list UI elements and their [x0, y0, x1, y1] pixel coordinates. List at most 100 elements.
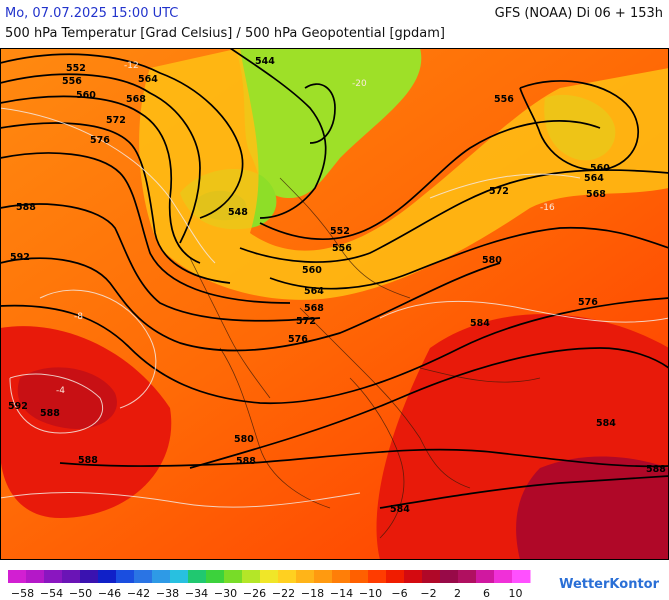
legend-swatch [314, 570, 333, 583]
cold-area-north [235, 48, 422, 198]
legend-swatch [260, 570, 279, 583]
contour-label: 560 [76, 90, 96, 101]
contour-label: 560 [590, 163, 610, 174]
legend-label: −22 [272, 587, 295, 600]
isotherm-labels: -12 -16 -20 -8 -4 [56, 61, 555, 396]
legend-swatch [98, 570, 117, 583]
isotherms [0, 107, 669, 508]
contour-label: 588 [646, 464, 666, 475]
legend-label: 6 [483, 587, 490, 600]
contour-label: 576 [90, 135, 110, 146]
legend-swatch [440, 570, 459, 583]
legend-label: −38 [156, 587, 179, 600]
contour-label: 584 [390, 504, 410, 515]
legend-swatch [134, 570, 153, 583]
legend-label: −30 [214, 587, 237, 600]
contour-label: 564 [138, 74, 158, 85]
contour-label: 588 [78, 455, 98, 466]
contour-label: 588 [16, 202, 36, 213]
legend-label: −50 [69, 587, 92, 600]
legend-label: −26 [243, 587, 266, 600]
forecast-datetime: Mo, 07.07.2025 15:00 UTC [5, 6, 179, 21]
isotherm-label: -16 [540, 203, 555, 213]
legend-swatch [512, 570, 531, 583]
legend-swatch [368, 570, 387, 583]
legend-swatch [296, 570, 315, 583]
legend-label: −2 [420, 587, 436, 600]
legend-label: −10 [359, 587, 382, 600]
legend-swatch [8, 570, 27, 583]
legend-swatch [62, 570, 81, 583]
contour-label: 572 [489, 186, 509, 197]
legend-swatch [170, 570, 189, 583]
contour-label: 584 [470, 318, 490, 329]
contour-label: 568 [126, 94, 146, 105]
color-legend: −58 −54 −50 −46 −42 −38 −34 −30 −26 −22 −18 −14 −10−… [8, 570, 531, 600]
isotherm-label: -8 [74, 312, 83, 322]
contour-label: 560 [302, 265, 322, 276]
legend-swatch [350, 570, 369, 583]
contour-label: 592 [8, 401, 28, 412]
legend-label: −54 [40, 587, 63, 600]
isotherm-label: -20 [352, 79, 367, 89]
legend-swatch [206, 570, 225, 583]
contour-labels: 552 556 560 564 568 572 576 588 592 544 … [8, 56, 666, 515]
header: Mo, 07.07.2025 15:00 UTC GFS (NOAA) Di 0… [0, 0, 669, 46]
legend-swatch [224, 570, 243, 583]
gold-area [139, 48, 669, 300]
contour-label: 576 [578, 297, 598, 308]
contour-label: 588 [40, 408, 60, 419]
legend-swatch [80, 570, 99, 583]
contour-label: 584 [596, 418, 616, 429]
contour-label: 552 [330, 226, 350, 237]
legend-swatches [8, 570, 531, 583]
isotherm-label: -12 [124, 61, 139, 71]
contour-label: 548 [228, 207, 248, 218]
contour-label: 572 [106, 115, 126, 126]
legend-label: −18 [301, 587, 324, 600]
legend-label: −58 [11, 587, 34, 600]
contour-label: 580 [482, 255, 502, 266]
legend-label: 10 [509, 587, 523, 600]
contour-label: 592 [10, 252, 30, 263]
legend-label: −34 [185, 587, 208, 600]
legend-label: −14 [330, 587, 353, 600]
legend-swatch [26, 570, 45, 583]
legend-swatch [386, 570, 405, 583]
contour-label: 556 [62, 76, 82, 87]
contour-label: 588 [236, 456, 256, 467]
legend-swatch [458, 570, 477, 583]
legend-swatch [242, 570, 261, 583]
contour-label: 556 [494, 94, 514, 105]
legend-swatch [116, 570, 135, 583]
legend-swatch [422, 570, 441, 583]
model-run: GFS (NOAA) Di 06 + 153h [494, 6, 663, 21]
contour-label: 564 [584, 173, 604, 184]
map-subtitle: 500 hPa Temperatur [Grad Celsius] / 500 … [5, 26, 446, 41]
contour-label: 564 [304, 286, 324, 297]
contour-label: 544 [255, 56, 275, 67]
geopotential-isolines [0, 48, 669, 509]
legend-swatch [404, 570, 423, 583]
legend-swatch [278, 570, 297, 583]
legend-labels: −58 −54 −50 −46 −42 −38 −34 −30 −26 −22 −18 −14 −10−… [11, 587, 523, 600]
legend-swatch [188, 570, 207, 583]
brand-logo: WetterKontor [559, 577, 659, 592]
hot-core-east [516, 456, 669, 560]
legend-label: −6 [391, 587, 407, 600]
legend-swatch [494, 570, 513, 583]
contour-label: 556 [332, 243, 352, 254]
isotherm-label: -4 [56, 386, 65, 396]
warm-core-west [17, 367, 117, 429]
legend-label: −46 [98, 587, 121, 600]
legend-swatch [44, 570, 63, 583]
contour-label: 576 [288, 334, 308, 345]
contour-label: 552 [66, 63, 86, 74]
legend-swatch [152, 570, 171, 583]
contour-label: 580 [234, 434, 254, 445]
contour-label: 572 [296, 316, 316, 327]
legend-label: −42 [127, 587, 150, 600]
contour-label: 568 [304, 303, 324, 314]
contour-label: 568 [586, 189, 606, 200]
legend-swatch [332, 570, 351, 583]
